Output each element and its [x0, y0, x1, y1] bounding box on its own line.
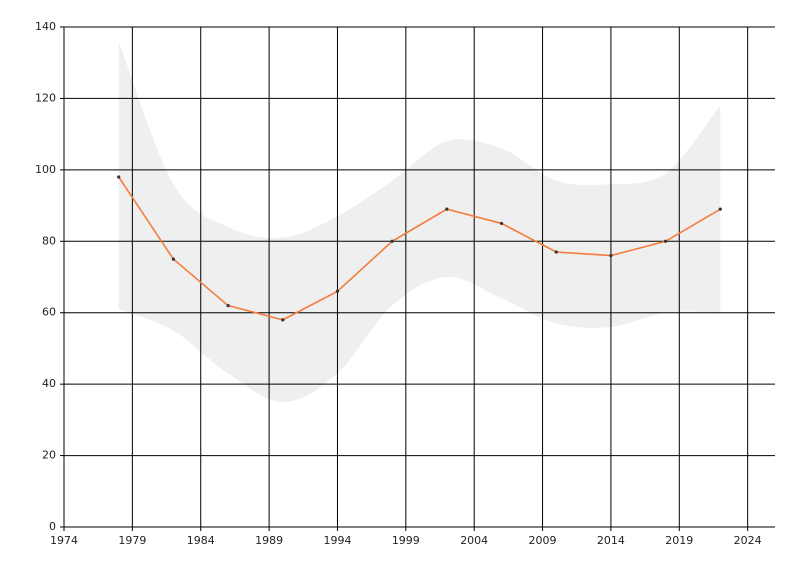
- x-tick-label: 1994: [323, 534, 351, 547]
- point: [226, 303, 230, 308]
- y-tick-label: 0: [49, 520, 56, 533]
- y-tick-label: 40: [42, 377, 56, 390]
- x-tick-label: 2009: [529, 534, 557, 547]
- y-tick-label: 140: [35, 20, 56, 33]
- x-tick-label: 2014: [597, 534, 625, 547]
- x-tick-label: 1974: [50, 534, 78, 547]
- x-tick-label: 1979: [118, 534, 146, 547]
- point: [609, 253, 613, 258]
- y-tick-label: 20: [42, 449, 56, 462]
- x-tick-label: 1984: [187, 534, 215, 547]
- point: [718, 207, 722, 211]
- x-tick-label: 2024: [734, 534, 762, 547]
- point: [664, 239, 668, 243]
- y-tick-label: 80: [42, 234, 56, 247]
- point: [117, 175, 121, 179]
- x-tick-label: 2019: [665, 534, 693, 547]
- point: [171, 257, 175, 261]
- point: [499, 221, 504, 226]
- point: [390, 239, 394, 243]
- x-tick-label: 1989: [255, 534, 283, 547]
- y-tick-label: 100: [35, 163, 56, 176]
- x-tick-label: 2004: [460, 534, 488, 547]
- point: [554, 250, 558, 254]
- band: [118, 41, 721, 403]
- line: [118, 176, 721, 321]
- y-tick-label: 120: [35, 91, 56, 104]
- point: [445, 207, 449, 211]
- x-tick-label: 1999: [392, 534, 420, 547]
- y-tick-label: 60: [42, 306, 56, 319]
- point: [335, 289, 340, 293]
- point: [281, 318, 285, 322]
